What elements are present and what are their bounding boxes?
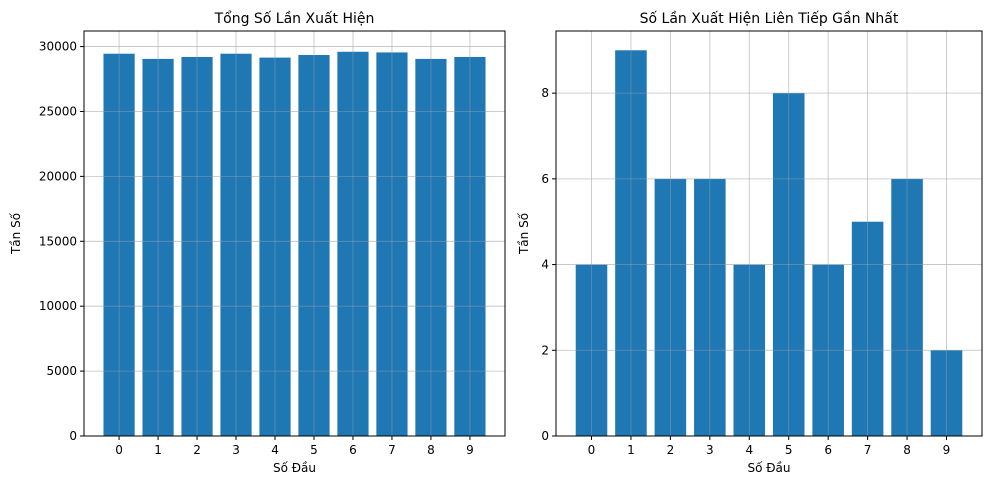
- x-tick-label: 0: [115, 443, 123, 457]
- x-axis-label: Số Đầu: [273, 461, 316, 475]
- x-tick-label: 8: [903, 443, 911, 457]
- chart-title: Tổng Số Lần Xuất Hiện: [214, 10, 375, 27]
- x-tick-label: 3: [706, 443, 714, 457]
- x-axis-label: Số Đầu: [747, 461, 790, 475]
- x-tick-label: 4: [271, 443, 279, 457]
- bar: [615, 50, 647, 437]
- bar: [772, 93, 805, 437]
- y-tick-label: 4: [541, 258, 549, 272]
- plot-frame: [555, 30, 983, 437]
- y-tick-label: 15000: [39, 234, 77, 248]
- x-tick-label: 1: [627, 443, 635, 457]
- y-axis-label: Tần Số: [517, 212, 531, 255]
- bar: [298, 55, 330, 436]
- x-tick-label: 7: [388, 443, 396, 457]
- x-tick-label: 0: [588, 443, 596, 457]
- bar: [220, 53, 252, 437]
- y-tick-label: 0: [69, 429, 77, 443]
- x-tick-label: 2: [667, 443, 675, 457]
- x-tick-label: 6: [349, 443, 357, 457]
- y-tick-label: 10000: [39, 299, 77, 313]
- bars: [575, 50, 963, 437]
- chart-title: Số Lần Xuất Hiện Liên Tiếp Gần Nhất: [640, 10, 899, 27]
- x-tick-label: 4: [745, 443, 753, 457]
- bar: [694, 178, 726, 436]
- bar: [851, 221, 884, 436]
- bar: [891, 178, 923, 436]
- x-tick-label: 8: [427, 443, 435, 457]
- x-tick-label: 9: [466, 443, 474, 457]
- chart-right: 0 2 4 6 8 0 1 2 3 4 5 6 7 8 9 Số Lần Xuất Hiện Liên Tiế…: [517, 10, 983, 475]
- x-tick-label: 5: [310, 443, 318, 457]
- y-axis-label: Tần Số: [9, 212, 23, 255]
- bar: [337, 51, 369, 437]
- bar: [930, 350, 963, 436]
- y-tick-label: 25000: [39, 104, 77, 118]
- bar: [454, 56, 486, 436]
- y-tick-label: 0: [541, 429, 549, 443]
- x-tick-label: 7: [864, 443, 872, 457]
- bar: [733, 264, 766, 436]
- y-tick-label: 8: [541, 86, 549, 100]
- bar: [103, 53, 135, 437]
- y-tick-label: 5000: [46, 364, 77, 378]
- y-tick-label: 30000: [39, 40, 77, 54]
- y-tick-label: 2: [541, 343, 549, 357]
- x-tick-label: 6: [824, 443, 832, 457]
- bar: [259, 57, 291, 437]
- bar: [415, 58, 447, 436]
- x-tick-label: 1: [154, 443, 162, 457]
- y-tick-label: 20000: [39, 169, 77, 183]
- y-tick-label: 6: [541, 172, 549, 186]
- bar: [376, 52, 408, 436]
- bar: [181, 56, 213, 436]
- chart-left: 0 5000 10000 15000 20000 25000 30000 0 1 2 3 4 5 6 7 8 9…: [9, 10, 506, 475]
- x-tick-label: 5: [785, 443, 793, 457]
- x-tick-label: 3: [232, 443, 240, 457]
- bars: [103, 51, 486, 437]
- bar: [142, 58, 174, 436]
- plot-frame: [83, 30, 506, 437]
- x-tick-label: 9: [943, 443, 951, 457]
- x-tick-label: 2: [193, 443, 201, 457]
- bar: [812, 264, 844, 436]
- bar: [654, 178, 687, 436]
- grid-overlay: [556, 31, 982, 437]
- bar: [575, 264, 608, 436]
